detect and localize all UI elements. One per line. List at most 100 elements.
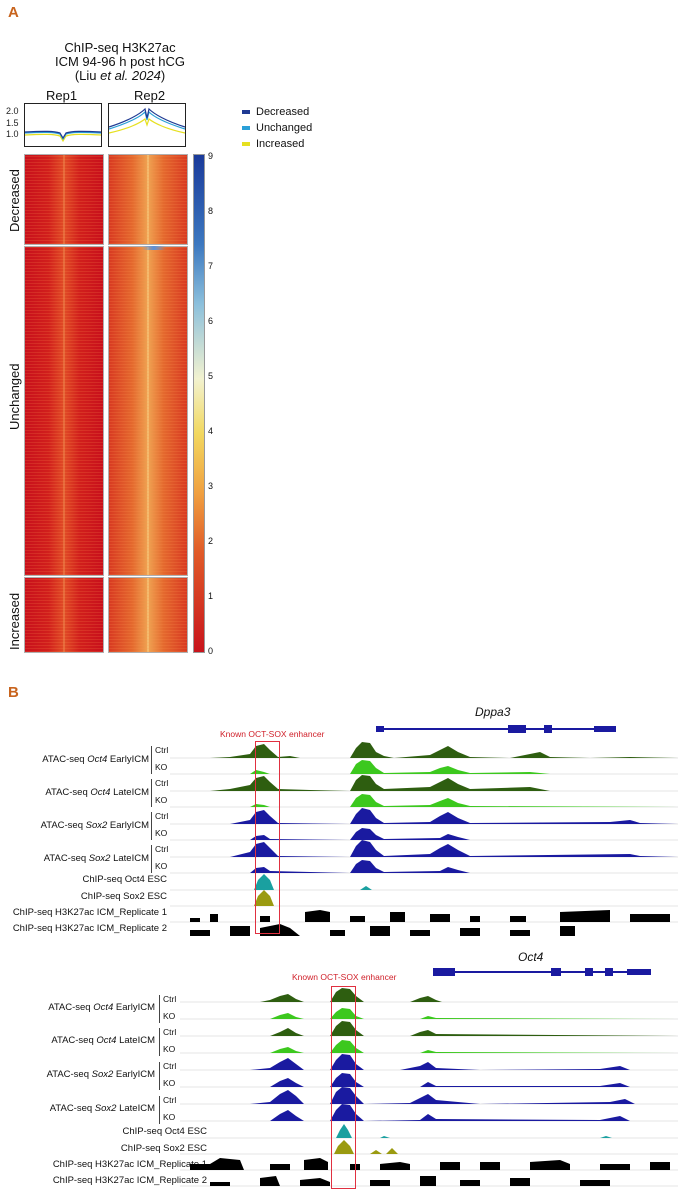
- track-label-dppa3-h3k27ac-rep1: ChIP-seq H3K27ac ICM_Replicate 1: [12, 907, 167, 918]
- ctrl-label-oct4-2: Ctrl: [163, 1027, 177, 1037]
- track-label-oct4-h3k27ac-rep2: ChIP-seq H3K27ac ICM_Replicate 2: [52, 1175, 207, 1186]
- oct4-sox2-late-ko-signal: [180, 1104, 678, 1121]
- dppa3-exon-3: [544, 725, 552, 733]
- dppa3-sox2-late-ctrl-signal: [170, 840, 678, 857]
- gene-name-dppa3: Dppa3: [475, 705, 511, 719]
- oct4-sox2-early-ctrl-signal: [180, 1054, 678, 1070]
- legend-decreased: Decreased: [242, 106, 312, 118]
- colorbar-tick-1: 1: [208, 591, 214, 601]
- heatmap-rep1-decreased: [24, 154, 104, 245]
- track-label-dppa3-atac-oct4-early: ATAC-seq Oct4 EarlyICM: [42, 754, 149, 765]
- dppa3-oct4-late-ko-signal: [170, 794, 678, 807]
- legend-unchanged: Unchanged: [242, 122, 312, 134]
- oct4-sox2-late-ctrl-signal: [180, 1087, 678, 1104]
- heatmap-rep2-increased: [108, 577, 188, 653]
- bracket-oct4-2: [159, 1028, 160, 1056]
- bracket-dppa3-3: [151, 812, 152, 840]
- bracket-oct4-1: [159, 995, 160, 1023]
- legend-swatch-decreased: [242, 110, 250, 114]
- ko-label-dppa3-3: KO: [155, 828, 168, 838]
- dppa3-h3k27ac-rep2-signal: [170, 924, 678, 936]
- ko-label-oct4-2: KO: [163, 1044, 176, 1054]
- ko-label-oct4-1: KO: [163, 1011, 176, 1021]
- oct4-exon-5: [627, 969, 651, 975]
- title-line-3: (Liu et al. 2024): [74, 68, 166, 83]
- colorbar-tick-5: 5: [208, 371, 214, 381]
- colorbar-tick-6: 6: [208, 316, 214, 326]
- panel-a-title: ChIP-seq H3K27ac ICM 94-96 h post hCG (L…: [40, 41, 200, 83]
- dppa3-exon-2: [508, 725, 526, 733]
- dppa3-h3k27ac-rep1-signal: [170, 910, 670, 922]
- colorbar-tick-7: 7: [208, 261, 214, 271]
- heatmap-rep2-decreased: [108, 154, 188, 245]
- track-label-oct4-atac-oct4-late: ATAC-seq Oct4 LateICM: [51, 1035, 155, 1046]
- track-label-oct4-h3k27ac-rep1: ChIP-seq H3K27ac ICM_Replicate 1: [52, 1159, 207, 1170]
- colorbar-tick-3: 3: [208, 481, 214, 491]
- profile-rep2-decreased: [108, 107, 186, 128]
- oct4-oct4-early-ko-signal: [180, 1008, 678, 1019]
- oct4-oct4-late-ko-signal: [180, 1040, 678, 1053]
- oct4-chip-oct4-signal: [180, 1124, 678, 1138]
- bracket-dppa3-1: [151, 746, 152, 774]
- bracket-dppa3-2: [151, 779, 152, 807]
- bracket-oct4-4: [159, 1096, 160, 1124]
- track-label-oct4-chip-oct4: ChIP-seq Oct4 ESC: [122, 1126, 207, 1137]
- profile-plot-rep1: [24, 103, 102, 147]
- ctrl-label-dppa3-4: Ctrl: [155, 844, 169, 854]
- oct4-exon-1: [433, 968, 455, 976]
- group-label-unchanged: Unchanged: [7, 363, 22, 431]
- track-label-dppa3-h3k27ac-rep2: ChIP-seq H3K27ac ICM_Replicate 2: [12, 923, 167, 934]
- legend-swatch-unchanged: [242, 126, 250, 130]
- track-label-dppa3-atac-sox2-early: ATAC-seq Sox2 EarlyICM: [40, 820, 149, 831]
- rep2-blue-streak: [142, 246, 166, 250]
- track-label-oct4-atac-sox2-late: ATAC-seq Sox2 LateICM: [49, 1103, 155, 1114]
- colorbar: [193, 154, 205, 653]
- track-label-oct4-chip-sox2: ChIP-seq Sox2 ESC: [120, 1143, 207, 1154]
- ko-label-dppa3-2: KO: [155, 795, 168, 805]
- rep1-label: Rep1: [46, 88, 78, 103]
- colorbar-tick-4: 4: [208, 426, 214, 436]
- profile-legend: Decreased Unchanged Increased: [242, 106, 312, 150]
- dppa3-chip-sox2-signal: [170, 890, 678, 906]
- oct4-track-area: [180, 988, 678, 1187]
- title-line-1: ChIP-seq H3K27ac: [64, 40, 176, 55]
- legend-swatch-increased: [242, 142, 250, 146]
- colorbar-tick-8: 8: [208, 206, 214, 216]
- track-label-dppa3-atac-sox2-late: ATAC-seq Sox2 LateICM: [43, 853, 149, 864]
- oct4-sox2-early-ko-signal: [180, 1073, 678, 1087]
- oct4-oct4-early-ctrl-signal: [180, 988, 678, 1002]
- enhancer-label-oct4: Known OCT-SOX enhancer: [292, 972, 397, 982]
- dppa3-exon-1: [376, 726, 384, 732]
- profile-rep2-increased: [108, 117, 186, 134]
- enhancer-box-oct4: [331, 986, 356, 1189]
- title-line-2: ICM 94-96 h post hCG: [54, 54, 186, 69]
- oct4-gene-line: [433, 971, 651, 973]
- oct4-chip-sox2-signal: [180, 1140, 678, 1154]
- dppa3-track-area: [170, 742, 678, 936]
- track-label-dppa3-atac-oct4-late: ATAC-seq Oct4 LateICM: [45, 787, 149, 798]
- oct4-gene-model: [433, 968, 651, 976]
- dppa3-chip-oct4-signal: [170, 874, 678, 890]
- oct4-exon-4: [605, 968, 613, 976]
- panel-b-label: B: [8, 684, 19, 701]
- dppa3-sox2-early-ctrl-signal: [170, 808, 678, 824]
- ctrl-label-dppa3-2: Ctrl: [155, 778, 169, 788]
- track-label-dppa3-chip-sox2: ChIP-seq Sox2 ESC: [80, 891, 167, 902]
- profile-rep1-decreased: [24, 130, 102, 140]
- profile-plot-rep2: [108, 103, 186, 147]
- profile-ytick-1: 1.0: [6, 129, 19, 139]
- track-label-oct4-atac-sox2-early: ATAC-seq Sox2 EarlyICM: [46, 1069, 155, 1080]
- oct4-h3k27ac-rep1-signal: [180, 1158, 670, 1170]
- ko-label-oct4-4: KO: [163, 1112, 176, 1122]
- oct4-oct4-late-ctrl-signal: [180, 1021, 678, 1036]
- profile-ytick-1-5: 1.5: [6, 118, 19, 128]
- dppa3-sox2-early-ko-signal: [170, 828, 678, 840]
- colorbar-tick-2: 2: [208, 536, 214, 546]
- enhancer-box-dppa3: [255, 741, 280, 934]
- heatmap-rep2-unchanged: [108, 246, 188, 576]
- ctrl-label-oct4-4: Ctrl: [163, 1095, 177, 1105]
- heatmap-rep1-unchanged: [24, 246, 104, 576]
- dppa3-sox2-late-ko-signal: [170, 860, 678, 873]
- ctrl-label-oct4-3: Ctrl: [163, 1061, 177, 1071]
- oct4-h3k27ac-rep2-signal: [180, 1176, 678, 1186]
